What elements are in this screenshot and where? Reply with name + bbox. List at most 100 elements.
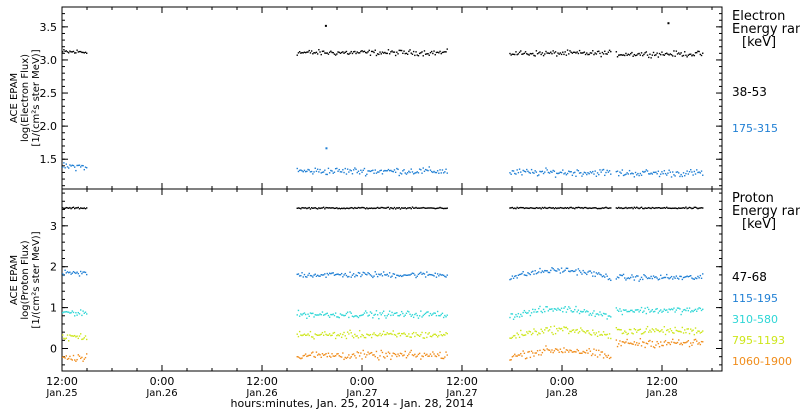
data-point [308, 334, 310, 337]
data-point [639, 172, 642, 175]
data-point [65, 163, 67, 165]
data-point [682, 309, 685, 311]
data-point [577, 206, 580, 209]
data-point [84, 311, 87, 313]
data-point [321, 311, 324, 313]
data-point [318, 49, 320, 51]
data-point [412, 316, 415, 319]
data-point [334, 167, 337, 170]
data-point [326, 272, 328, 275]
data-point [515, 51, 517, 53]
data-point [523, 207, 526, 210]
data-point [535, 171, 538, 173]
data-point [422, 355, 424, 358]
data-point [343, 358, 345, 361]
data-point [74, 52, 76, 54]
data-point [373, 354, 375, 356]
data-point [517, 354, 520, 356]
data-point [556, 328, 558, 330]
data-point [325, 276, 327, 278]
data-point [606, 318, 608, 320]
data-point [394, 54, 397, 57]
data-point [666, 273, 668, 276]
data-point [384, 207, 386, 209]
data-point [645, 312, 648, 315]
data-point [63, 311, 65, 313]
data-point [71, 335, 73, 337]
data-point [424, 332, 427, 334]
legend-title: Proton [732, 191, 774, 206]
data-point [637, 172, 639, 175]
data-point [624, 174, 626, 176]
data-point [357, 337, 360, 339]
data-point [68, 311, 70, 313]
data-point [687, 54, 690, 56]
data-point [604, 313, 606, 315]
data-point [568, 306, 570, 308]
data-point [304, 276, 307, 278]
data-point [314, 207, 316, 209]
data-point [426, 207, 428, 209]
data-point [625, 173, 627, 176]
data-point [533, 207, 535, 210]
data-point [642, 170, 644, 173]
data-point [562, 169, 564, 171]
data-point [75, 272, 77, 275]
legend-entry: 175-315 [732, 122, 778, 135]
data-point [669, 309, 672, 311]
data-point [318, 314, 320, 316]
data-point [382, 330, 385, 333]
data-point [86, 52, 88, 54]
data-point [369, 311, 372, 313]
data-point [348, 333, 350, 335]
data-point [360, 275, 362, 278]
data-point [331, 51, 333, 54]
data-point [690, 311, 692, 313]
data-point [420, 310, 422, 312]
data-point [442, 316, 445, 319]
data-point [410, 168, 412, 170]
data-point [527, 351, 529, 353]
data-point [396, 167, 398, 170]
data-point [678, 207, 680, 209]
data-point [316, 354, 319, 356]
data-point [640, 174, 643, 176]
data-point [427, 53, 429, 55]
data-point [297, 309, 300, 312]
data-point [632, 276, 634, 278]
data-point [78, 164, 81, 166]
data-point [679, 207, 681, 209]
data-point [604, 276, 606, 278]
data-point [63, 162, 65, 164]
data-point [348, 354, 350, 356]
data-point [384, 169, 386, 172]
data-point [82, 164, 84, 167]
data-point [593, 173, 595, 175]
data-point [368, 207, 370, 209]
data-point [446, 172, 448, 174]
data-point [628, 54, 631, 56]
data-point [688, 206, 691, 209]
data-point [542, 207, 545, 209]
data-point [62, 166, 64, 168]
data-point [65, 355, 67, 357]
data-point [439, 330, 441, 333]
data-point [440, 334, 442, 336]
data-point [313, 207, 315, 209]
data-point [360, 50, 362, 53]
data-point [433, 275, 435, 277]
data-point [415, 332, 417, 334]
data-point [77, 354, 79, 356]
data-point [332, 355, 334, 357]
data-point [527, 207, 529, 209]
data-point [652, 311, 655, 313]
data-point [370, 275, 373, 277]
data-point [587, 271, 589, 273]
data-point [660, 309, 662, 311]
data-point [338, 207, 340, 209]
data-point [616, 207, 619, 210]
data-point [669, 328, 672, 330]
data-point [634, 344, 637, 346]
data-point [397, 274, 399, 277]
data-point [554, 51, 557, 53]
